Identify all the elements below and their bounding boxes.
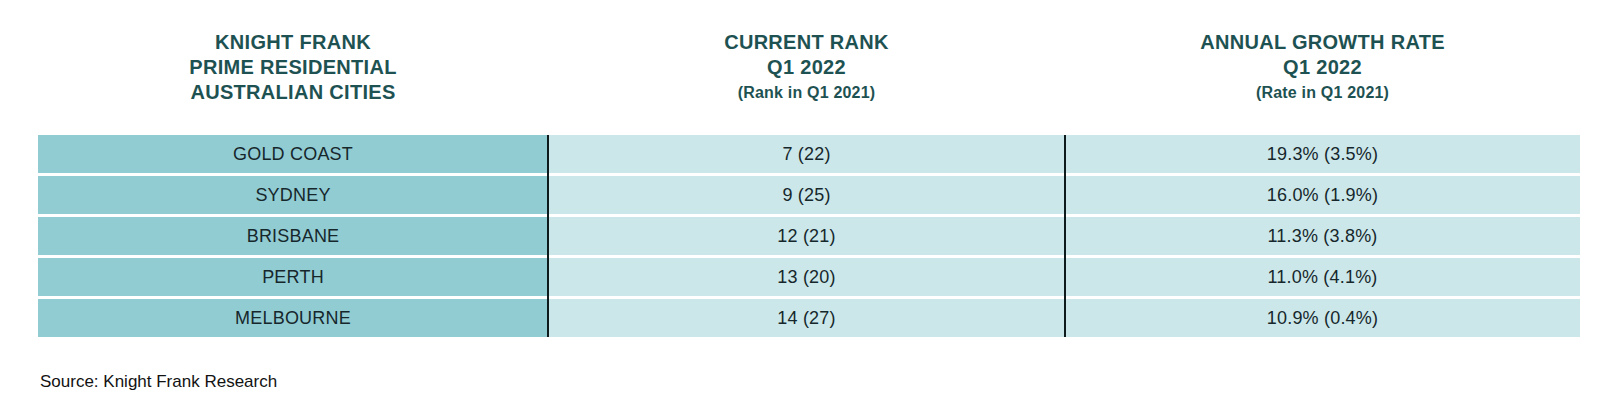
column-header-growth-rate-line2: Q1 2022: [1065, 55, 1580, 80]
rank-cell: 12 (21): [548, 217, 1065, 255]
column-header-current-rank-line1: CURRENT RANK: [548, 30, 1065, 55]
source-attribution: Source: Knight Frank Research: [40, 372, 277, 392]
column-header-current-rank: CURRENT RANK Q1 2022 (Rank in Q1 2021): [548, 30, 1065, 106]
column-header-cities-line3: AUSTRALIAN CITIES: [38, 80, 548, 105]
column-header-growth-rate-subtitle: (Rate in Q1 2021): [1065, 80, 1580, 106]
column-divider-1: [547, 135, 549, 337]
column-header-current-rank-subtitle: (Rank in Q1 2021): [548, 80, 1065, 106]
column-header-cities: KNIGHT FRANK PRIME RESIDENTIAL AUSTRALIA…: [38, 30, 548, 106]
city-cell: GOLD COAST: [38, 135, 548, 173]
column-header-current-rank-line2: Q1 2022: [548, 55, 1065, 80]
column-header-cities-line2: PRIME RESIDENTIAL: [38, 55, 548, 80]
prime-residential-table: KNIGHT FRANK PRIME RESIDENTIAL AUSTRALIA…: [38, 30, 1580, 337]
rank-cell: 7 (22): [548, 135, 1065, 173]
column-header-growth-rate: ANNUAL GROWTH RATE Q1 2022 (Rate in Q1 2…: [1065, 30, 1580, 106]
table-row-brisbane: BRISBANE 12 (21) 11.3% (3.8%): [38, 217, 1580, 255]
table-body: GOLD COAST 7 (22) 19.3% (3.5%) SYDNEY 9 …: [38, 135, 1580, 337]
column-divider-2: [1064, 135, 1066, 337]
rank-cell: 9 (25): [548, 176, 1065, 214]
rank-cell: 13 (20): [548, 258, 1065, 296]
column-header-growth-rate-line1: ANNUAL GROWTH RATE: [1065, 30, 1580, 55]
city-cell: BRISBANE: [38, 217, 548, 255]
table-row-sydney: SYDNEY 9 (25) 16.0% (1.9%): [38, 176, 1580, 214]
growth-cell: 16.0% (1.9%): [1065, 176, 1580, 214]
growth-cell: 19.3% (3.5%): [1065, 135, 1580, 173]
growth-cell: 10.9% (0.4%): [1065, 299, 1580, 337]
table-row-gold-coast: GOLD COAST 7 (22) 19.3% (3.5%): [38, 135, 1580, 173]
table-row-melbourne: MELBOURNE 14 (27) 10.9% (0.4%): [38, 299, 1580, 337]
growth-cell: 11.3% (3.8%): [1065, 217, 1580, 255]
city-cell: SYDNEY: [38, 176, 548, 214]
rank-cell: 14 (27): [548, 299, 1065, 337]
column-header-cities-line1: KNIGHT FRANK: [38, 30, 548, 55]
city-cell: MELBOURNE: [38, 299, 548, 337]
table-header-row: KNIGHT FRANK PRIME RESIDENTIAL AUSTRALIA…: [38, 30, 1580, 106]
growth-cell: 11.0% (4.1%): [1065, 258, 1580, 296]
table-row-perth: PERTH 13 (20) 11.0% (4.1%): [38, 258, 1580, 296]
city-cell: PERTH: [38, 258, 548, 296]
